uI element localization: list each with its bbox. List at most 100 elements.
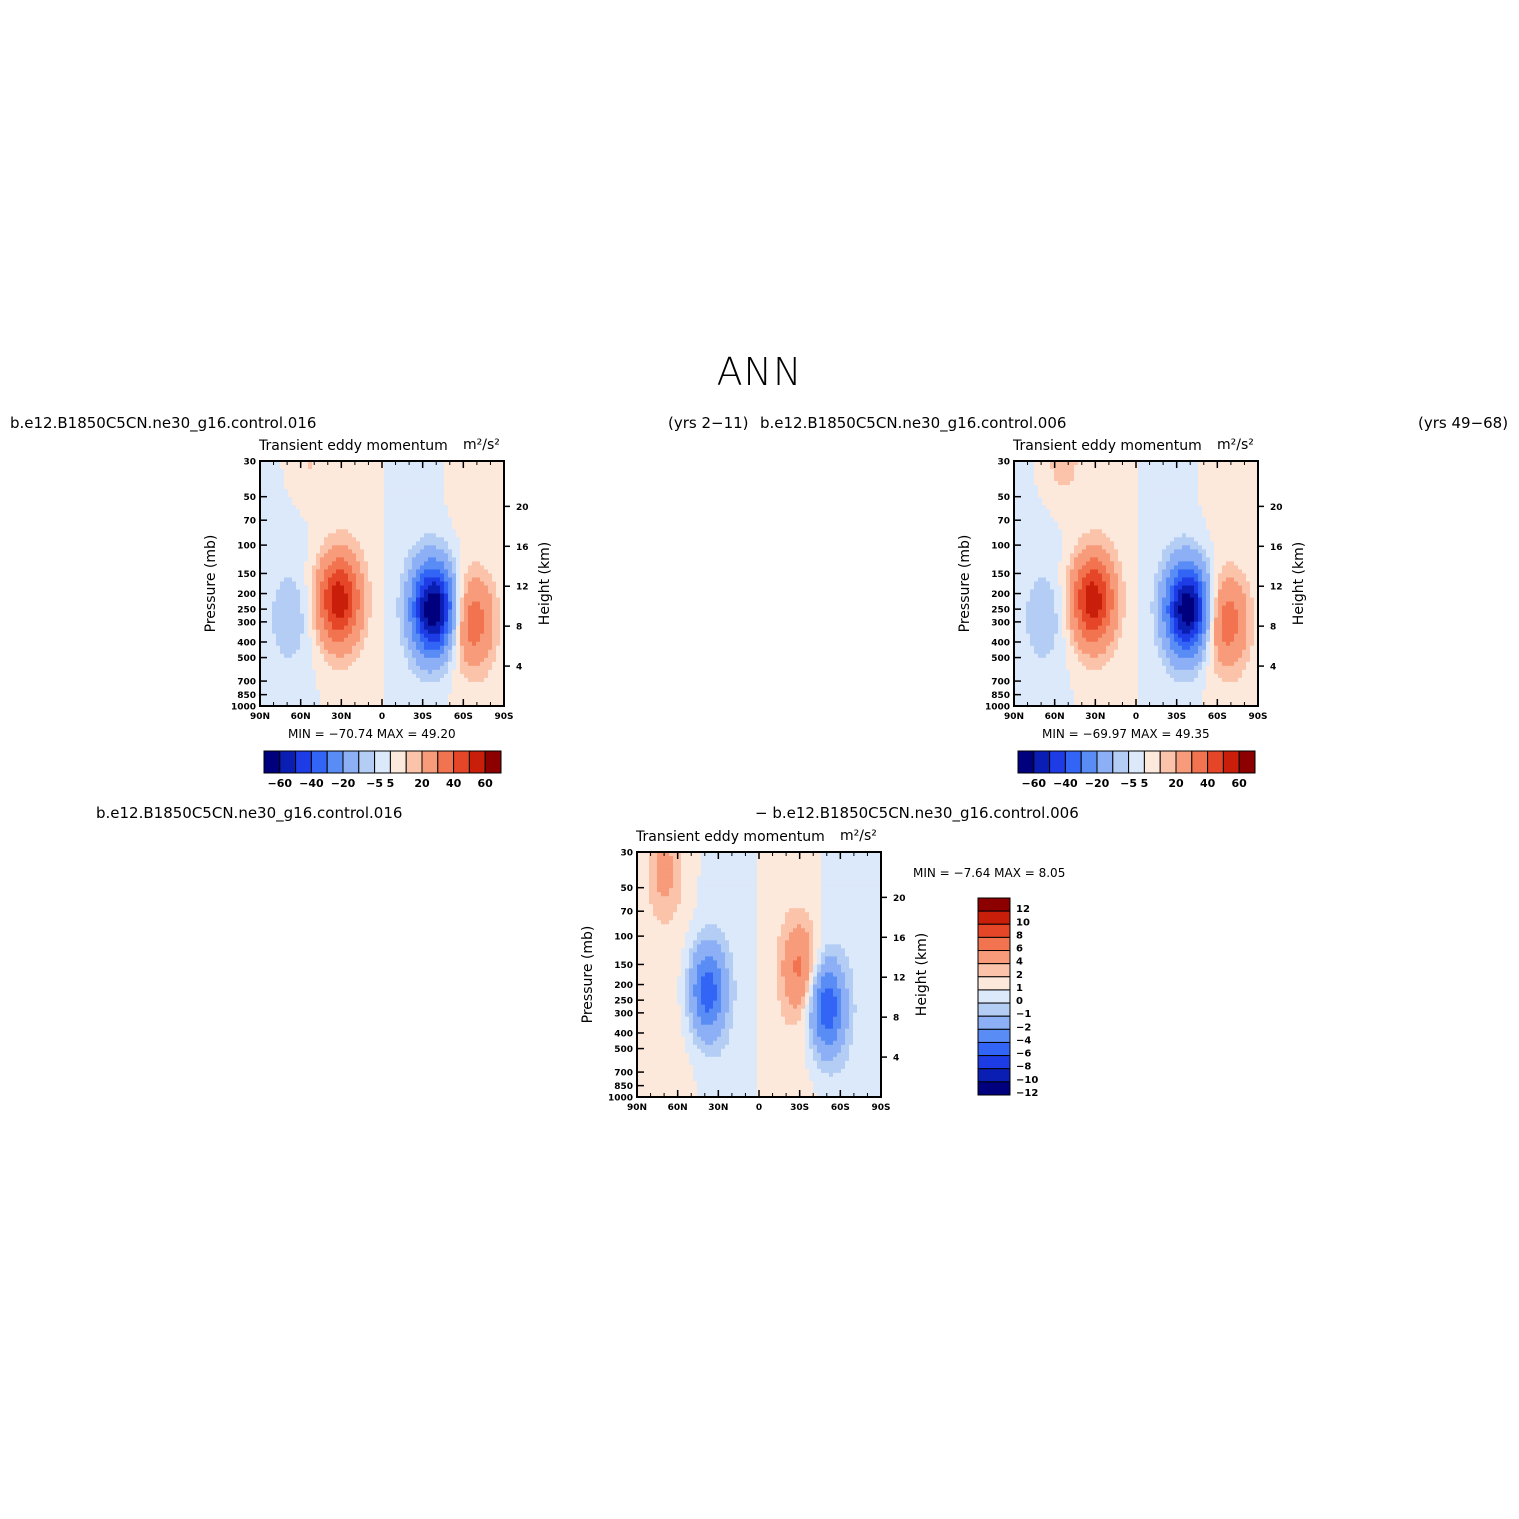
- y-tick-label: 30: [997, 458, 1010, 468]
- x-tick-label: 0: [379, 712, 385, 722]
- colorbar-label: 40: [446, 777, 462, 790]
- y-tick-label: 400: [614, 1029, 633, 1039]
- contour-panel-3: 90N 60N 30N 0 30S 60S 90S305070100150200250300…: [580, 849, 1038, 1114]
- x-tick-label: 90S: [494, 712, 513, 722]
- colorbar-label: −1: [1016, 1009, 1031, 1020]
- y-tick-label: 300: [237, 618, 256, 628]
- panel2-header-units: m²/s²: [1217, 437, 1254, 453]
- panel1-header-units: m²/s²: [463, 437, 500, 453]
- y2-axis-label: Height (km): [1291, 542, 1307, 625]
- colorbar-label: 6: [1016, 944, 1023, 955]
- colorbar-box: [1064, 750, 1082, 774]
- colorbar-box: [1143, 750, 1161, 774]
- colorbar-label: 5: [387, 777, 395, 790]
- y-axis-label: Pressure (mb): [957, 535, 973, 633]
- colorbar-box: [326, 750, 344, 774]
- y2-axis-label: Height (km): [914, 933, 930, 1016]
- colorbar-label: −5: [366, 777, 383, 790]
- colorbar-box: [437, 750, 455, 774]
- y-tick-label: 500: [614, 1045, 633, 1055]
- colorbar-box: [977, 923, 1011, 938]
- colorbar-box: [977, 1041, 1011, 1057]
- y-tick-label: 150: [614, 961, 633, 971]
- y-tick-label: 30: [620, 849, 633, 859]
- y-tick-label: 1000: [608, 1094, 633, 1104]
- y-tick-label: 400: [237, 638, 256, 648]
- colorbar-box: [1191, 750, 1209, 774]
- x-tick-label: 60N: [668, 1103, 688, 1113]
- colorbar-box: [310, 750, 328, 774]
- y-tick-label: 300: [614, 1009, 633, 1019]
- y2-tick-label: 20: [1270, 503, 1283, 513]
- colorbar-box: [1159, 750, 1177, 774]
- y2-tick-label: 8: [516, 623, 522, 633]
- x-tick-label: 30N: [708, 1103, 728, 1113]
- x-tick-label: 90N: [627, 1103, 647, 1113]
- x-tick-label: 60S: [1208, 712, 1227, 722]
- y-tick-label: 250: [237, 606, 256, 616]
- colorbar-label: 12: [1016, 904, 1030, 915]
- colorbar-box: [977, 1015, 1011, 1030]
- panel1-case-right: (yrs 2−11): [668, 414, 749, 432]
- panel3-header-left: Transient eddy momentum: [636, 829, 825, 845]
- x-tick-label: 30N: [1085, 712, 1105, 722]
- colorbar-label: 20: [414, 777, 430, 790]
- contour-panel-1: 90N 60N 30N 0 30S 60S 90S 30 50 70 100 150 200 250 300…: [203, 458, 553, 791]
- y-tick-label: 850: [614, 1082, 633, 1092]
- colorbar-label: −8: [1016, 1062, 1031, 1073]
- colorbar-box: [977, 936, 1011, 952]
- panel3-minmax: MIN = −7.64 MAX = 8.05: [913, 866, 1066, 880]
- colorbar-label: −6: [1016, 1049, 1031, 1060]
- colorbar-box: [453, 750, 470, 774]
- x-tick-label: 60N: [1045, 712, 1065, 722]
- colorbar-label: 60: [1232, 777, 1248, 790]
- colorbar-label: −40: [1053, 777, 1078, 790]
- colorbar-box: [358, 750, 376, 774]
- y-tick-label: 200: [991, 590, 1010, 600]
- colorbar-box: [977, 1002, 1011, 1017]
- y-tick-label: 200: [237, 590, 256, 600]
- y-tick-label: 70: [997, 517, 1010, 527]
- colorbar-label: 40: [1200, 777, 1216, 790]
- colorbar-label: 1: [1016, 983, 1023, 994]
- contour-field: [260, 461, 504, 706]
- colorbar-box: [405, 750, 423, 774]
- panel3-case-left: b.e12.B1850C5CN.ne30_g16.control.016: [96, 804, 403, 822]
- colorbar-box: [421, 750, 439, 774]
- colorbar-box: [977, 963, 1011, 978]
- colorbar-box: [1112, 750, 1130, 774]
- panel3-case-right: − b.e12.B1850C5CN.ne30_g16.control.006: [755, 804, 1079, 822]
- colorbar-box: [977, 1081, 1011, 1096]
- y-tick-label: 300: [991, 618, 1010, 628]
- colorbar-box: [977, 1068, 1011, 1083]
- colorbar-label: −5: [1120, 777, 1137, 790]
- colorbar-label: −4: [1016, 1035, 1031, 1046]
- panel2-header-left: Transient eddy momentum: [1013, 438, 1202, 454]
- colorbar-box: [1033, 750, 1051, 774]
- y-axis-label: Pressure (mb): [580, 926, 596, 1024]
- colorbar-label: 5: [1141, 777, 1149, 790]
- colorbar-box: [1080, 750, 1098, 774]
- colorbar-box: [977, 897, 1011, 912]
- y-tick-label: 400: [991, 638, 1010, 648]
- panel2-minmax: MIN = −69.97 MAX = 49.35: [1042, 727, 1210, 741]
- y-tick-label: 500: [991, 654, 1010, 664]
- y-tick-label: 500: [237, 654, 256, 664]
- panel1-minmax: MIN = −70.74 MAX = 49.20: [288, 727, 456, 741]
- y-tick-label: 100: [614, 933, 633, 943]
- x-tick-label: 60S: [454, 712, 473, 722]
- colorbar-box: [1049, 750, 1066, 774]
- y-tick-label: 700: [237, 678, 256, 688]
- y2-tick-label: 20: [893, 894, 906, 904]
- colorbar-box: [1017, 750, 1035, 774]
- x-tick-label: 90N: [250, 712, 270, 722]
- y-tick-label: 850: [237, 691, 256, 701]
- x-tick-label: 30N: [331, 712, 351, 722]
- panel3-header-units: m²/s²: [840, 828, 877, 844]
- colorbar-box: [1207, 750, 1224, 774]
- colorbar-label: −12: [1016, 1088, 1038, 1099]
- y-tick-label: 250: [614, 997, 633, 1007]
- y2-tick-label: 16: [893, 934, 906, 944]
- y2-tick-label: 16: [516, 543, 529, 553]
